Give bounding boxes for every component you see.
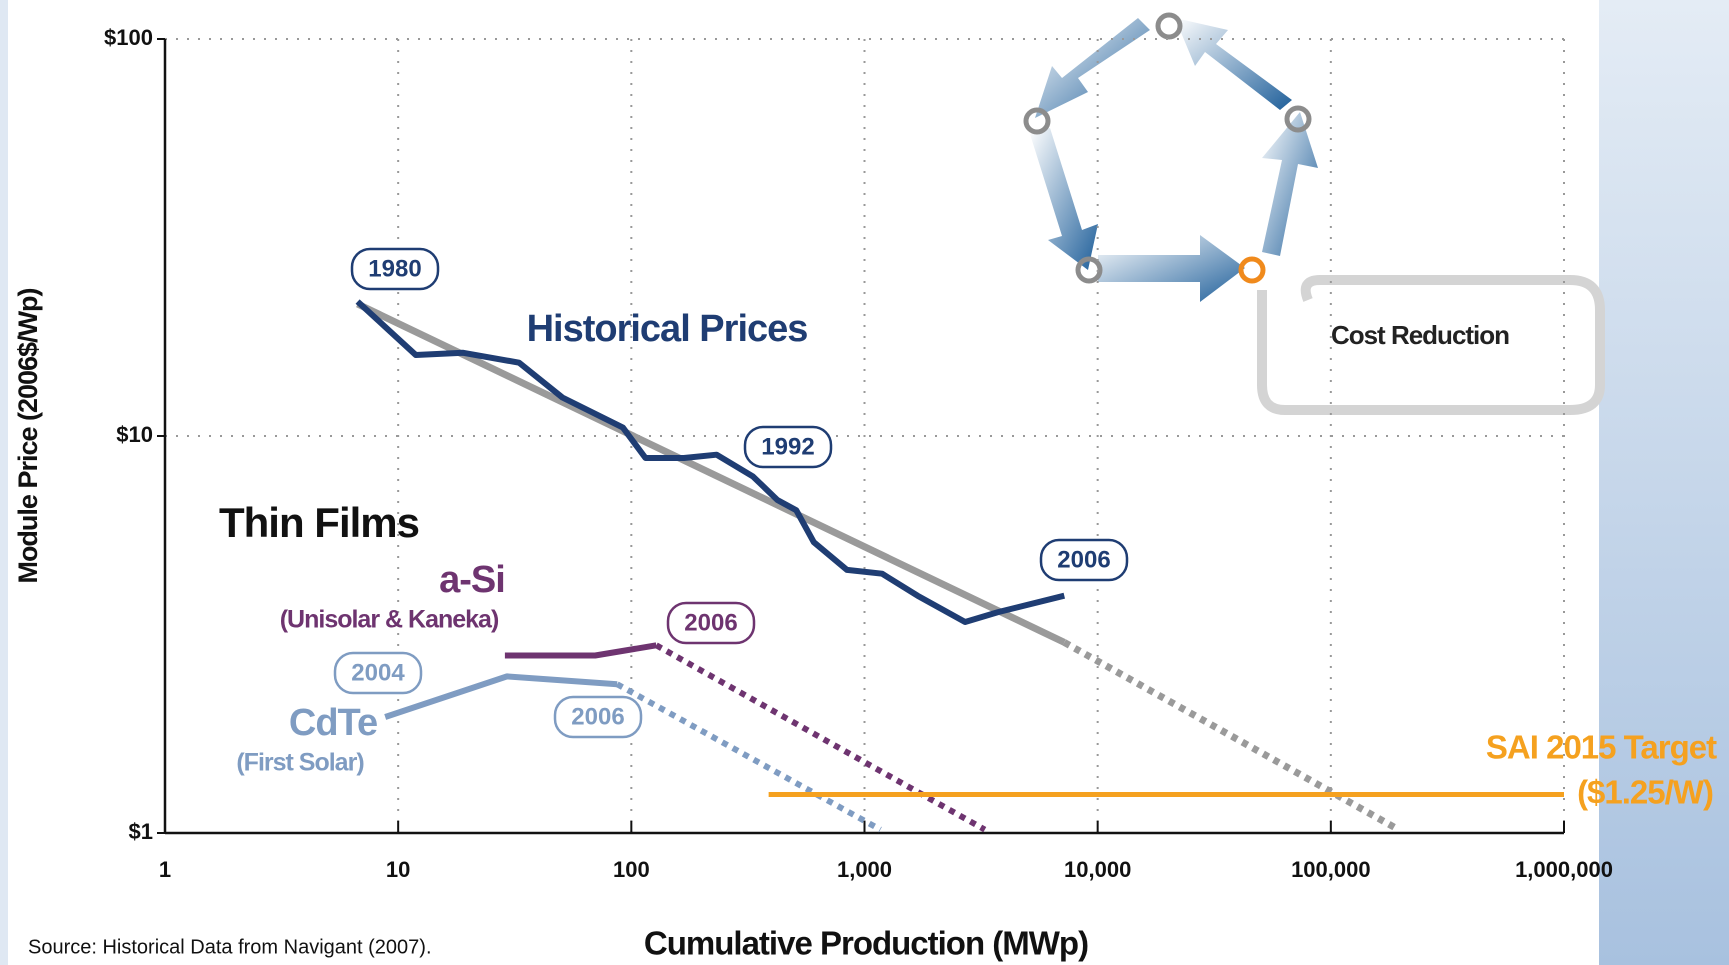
x-tick-label: 100,000: [1291, 857, 1371, 882]
series-line: [384, 673, 618, 720]
cycle-node: [1155, 12, 1183, 40]
callout-box: [1257, 275, 1605, 415]
year-bubble: [553, 695, 643, 739]
year-label: 2006: [571, 703, 624, 730]
year-label: 2006: [1057, 546, 1110, 573]
target-value-label: ($1.25/W): [1577, 774, 1713, 811]
group-label: Thin Films: [219, 499, 419, 546]
cycle-arrow: [1035, 18, 1150, 118]
series-label: CdTe: [289, 702, 377, 744]
y-tick-label: $100: [104, 25, 153, 50]
cycle-node: [1284, 105, 1312, 133]
x-tick-label: 100: [613, 857, 650, 882]
cycle-diagram: Cost Reduction: [1023, 12, 1605, 415]
series-label: Historical Prices: [527, 308, 808, 350]
series-projection: [615, 681, 882, 833]
diagram-label: Cost Reduction: [1331, 320, 1509, 350]
x-tick-label: 1,000: [837, 857, 892, 882]
trend-line: [356, 300, 1066, 646]
year-bubble: [666, 601, 756, 645]
target-label: SAI 2015 Target: [1486, 729, 1717, 766]
series-label: a-Si: [439, 559, 505, 601]
year-label: 1992: [761, 433, 814, 460]
cycle-arrow: [1030, 128, 1098, 270]
source-note: Source: Historical Data from Navigant (2…: [28, 936, 432, 958]
cycle-arrow: [1098, 235, 1245, 302]
year-bubble: [350, 247, 440, 291]
cycle-arrow: [1262, 112, 1318, 256]
side-band: [1599, 0, 1729, 965]
x-tick-label: 1,000,000: [1515, 857, 1613, 882]
x-tick-label: 1: [159, 857, 171, 882]
year-bubble: [1039, 538, 1129, 582]
series-line: [504, 642, 657, 659]
series-projection: [654, 642, 987, 833]
cycle-node: [1075, 256, 1103, 284]
x-tick-label: 10: [386, 857, 410, 882]
year-label: 1980: [368, 255, 421, 282]
series-note: (First Solar): [236, 749, 364, 777]
year-bubble: [333, 651, 423, 695]
x-axis-label: Cumulative Production (MWp): [644, 925, 1088, 962]
trend-projection: [1062, 639, 1401, 833]
plot-area: $1 $10 $100 1 10 100 1,000 10,000 100,000 1,000,0…: [104, 25, 1613, 882]
x-tick-label: 10,000: [1064, 857, 1131, 882]
left-band: [0, 0, 8, 965]
year-bubble: [743, 425, 833, 469]
year-label: 2006: [684, 609, 737, 636]
cycle-node: [1238, 256, 1266, 284]
y-tick-label: $10: [116, 422, 153, 447]
year-label: 2004: [351, 659, 405, 686]
cycle-node: [1023, 107, 1051, 135]
y-axis-label: Module Price (2006$/Wp): [13, 288, 43, 583]
series-line: [355, 299, 1066, 625]
cycle-arrow: [1175, 18, 1292, 110]
series-note: (Unisolar & Kaneka): [280, 606, 499, 634]
y-tick-label: $1: [129, 819, 153, 844]
